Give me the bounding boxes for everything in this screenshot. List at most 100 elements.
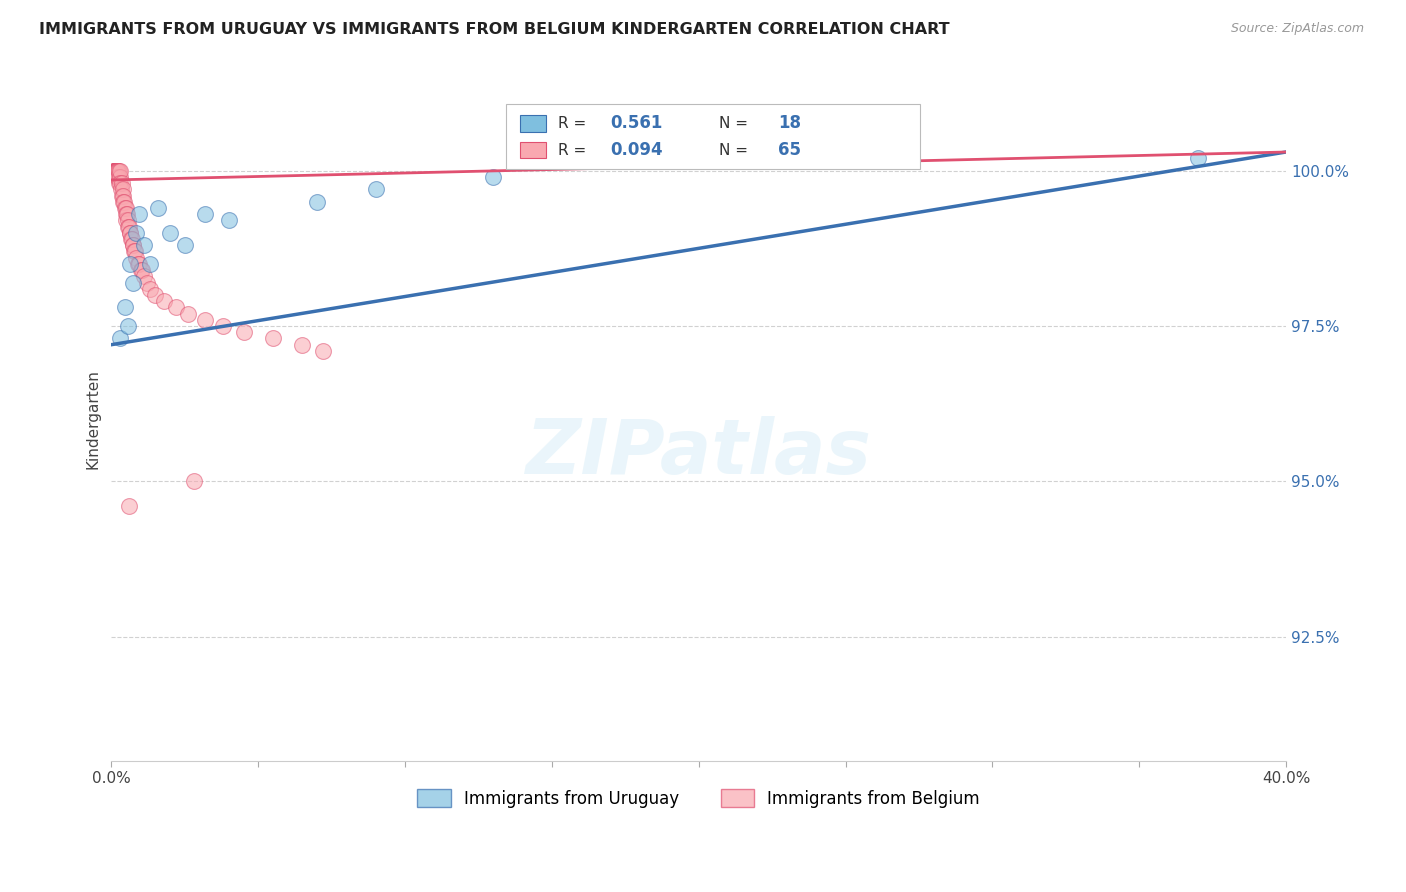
Point <box>173 238 195 252</box>
Point <box>128 207 150 221</box>
Point <box>305 194 328 209</box>
Point <box>232 325 254 339</box>
Point <box>112 194 135 209</box>
Point <box>110 182 132 196</box>
Point <box>177 307 200 321</box>
Text: R =: R = <box>558 143 591 158</box>
Text: 0.561: 0.561 <box>610 114 664 132</box>
Point <box>291 337 314 351</box>
Point <box>132 269 155 284</box>
Point <box>194 207 217 221</box>
Point <box>108 169 131 184</box>
Point <box>312 343 335 358</box>
Point <box>105 163 128 178</box>
Point <box>114 201 136 215</box>
Text: 18: 18 <box>778 114 801 132</box>
Text: Source: ZipAtlas.com: Source: ZipAtlas.com <box>1230 22 1364 36</box>
Point <box>111 176 134 190</box>
Point <box>104 163 127 178</box>
Point <box>127 257 149 271</box>
Text: 0.094: 0.094 <box>610 141 664 159</box>
Point <box>145 288 167 302</box>
Point <box>212 319 235 334</box>
Y-axis label: Kindergarten: Kindergarten <box>86 369 100 469</box>
Point <box>128 257 150 271</box>
Point <box>138 257 160 271</box>
Bar <box>520 142 546 158</box>
Point <box>118 219 141 234</box>
Point <box>105 163 128 178</box>
Point <box>131 263 153 277</box>
Point <box>105 163 128 178</box>
Point <box>115 213 138 227</box>
Point <box>115 207 138 221</box>
Point <box>114 201 136 215</box>
Point <box>105 163 128 178</box>
Point <box>117 219 139 234</box>
Point <box>107 163 129 178</box>
Point <box>117 319 139 334</box>
Point <box>104 163 127 178</box>
Text: R =: R = <box>558 116 591 131</box>
Point <box>129 263 152 277</box>
Point <box>218 213 240 227</box>
Point <box>124 244 146 259</box>
Point <box>482 169 505 184</box>
Point <box>118 226 141 240</box>
FancyBboxPatch shape <box>506 103 921 169</box>
Point <box>153 294 176 309</box>
Point <box>121 232 143 246</box>
Point <box>148 201 170 215</box>
Point <box>107 163 129 178</box>
Point <box>105 169 128 184</box>
Point <box>110 163 132 178</box>
Point <box>104 163 127 178</box>
Point <box>132 238 155 252</box>
Point <box>105 163 128 178</box>
Point <box>120 226 142 240</box>
Point <box>125 251 148 265</box>
Point <box>262 331 284 345</box>
Text: ZIPatlas: ZIPatlas <box>526 417 872 491</box>
Point <box>112 188 135 202</box>
Point <box>120 232 142 246</box>
Point <box>107 176 129 190</box>
Point <box>114 301 136 315</box>
Point <box>103 163 125 178</box>
Text: 65: 65 <box>778 141 801 159</box>
Point <box>183 475 205 489</box>
Point <box>194 313 217 327</box>
Point <box>1187 151 1209 165</box>
Text: IMMIGRANTS FROM URUGUAY VS IMMIGRANTS FROM BELGIUM KINDERGARTEN CORRELATION CHAR: IMMIGRANTS FROM URUGUAY VS IMMIGRANTS FR… <box>39 22 950 37</box>
Point <box>121 238 143 252</box>
Point <box>103 163 125 178</box>
Bar <box>520 115 546 131</box>
Point <box>165 301 187 315</box>
Point <box>103 163 125 178</box>
Point <box>118 500 141 514</box>
Point <box>104 163 127 178</box>
Point <box>103 163 125 178</box>
Legend: Immigrants from Uruguay, Immigrants from Belgium: Immigrants from Uruguay, Immigrants from… <box>411 783 987 814</box>
Point <box>117 213 139 227</box>
Point <box>112 194 135 209</box>
Point <box>110 331 132 345</box>
Text: N =: N = <box>720 143 754 158</box>
Point <box>364 182 387 196</box>
Point <box>104 163 127 178</box>
Point <box>111 188 134 202</box>
Point <box>115 207 138 221</box>
Point <box>125 226 148 240</box>
Point <box>104 163 127 178</box>
Text: N =: N = <box>720 116 754 131</box>
Point <box>135 276 157 290</box>
Point <box>159 226 181 240</box>
Point <box>105 163 128 178</box>
Point <box>110 176 132 190</box>
Point <box>122 238 145 252</box>
Point <box>122 276 145 290</box>
Point <box>138 282 160 296</box>
Point <box>111 182 134 196</box>
Point <box>107 169 129 184</box>
Point <box>120 257 142 271</box>
